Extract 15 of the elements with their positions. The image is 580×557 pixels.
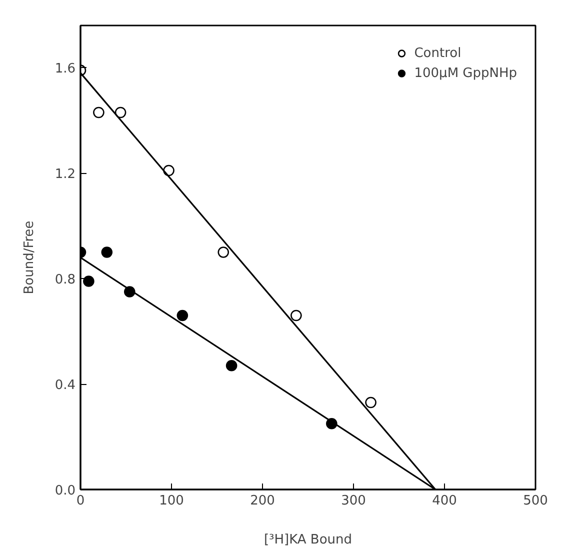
y-tick-label: 1.6	[54, 62, 76, 77]
y-tick-label: 1.2	[54, 167, 76, 182]
x-tick-label: 500	[523, 494, 548, 508]
x-tick-label: 200	[250, 494, 275, 508]
x-tick-label: 100	[159, 494, 184, 508]
x-tick-label: 0	[76, 494, 85, 508]
legend-label: Control	[414, 46, 462, 60]
x-tick-label: 400	[432, 494, 457, 508]
y-tick-label: 0.4	[54, 378, 76, 394]
x-axis-title: [³H]KA Bound	[264, 532, 352, 548]
x-tick-label: 300	[341, 494, 366, 508]
legend-label: 100µM GppNHp	[414, 66, 517, 80]
y-axis-title: Bound/Free	[22, 220, 37, 294]
y-tick-label: 0.8	[54, 272, 76, 288]
y-tick-label: 0.0	[54, 484, 76, 498]
